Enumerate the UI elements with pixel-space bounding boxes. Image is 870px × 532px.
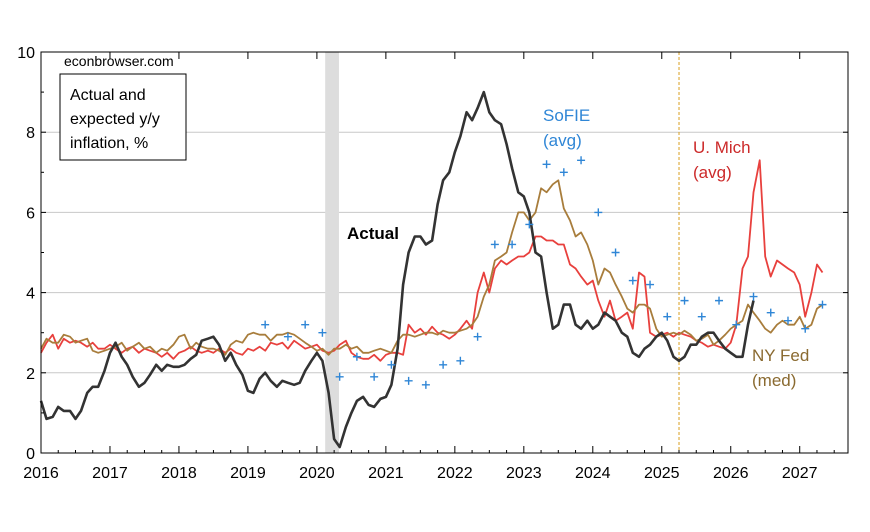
series-line-actual	[39, 90, 755, 449]
sofie-point	[508, 240, 517, 249]
legend-line-3: inflation, %	[70, 135, 148, 152]
sofie-point	[542, 160, 551, 169]
legend-line-1: Actual and	[70, 87, 146, 104]
label-nyfed-line-2: (med)	[752, 371, 796, 390]
sofie-point	[783, 316, 792, 325]
x-tick-label: 2020	[299, 465, 335, 482]
x-tick-label: 2019	[230, 465, 266, 482]
sofie-point	[663, 312, 672, 321]
x-tick-label: 2017	[92, 465, 128, 482]
sofie-point	[421, 380, 430, 389]
sofie-point	[646, 280, 655, 289]
sofie-point	[261, 320, 270, 329]
sofie-point	[715, 296, 724, 305]
x-tick-label: 2026	[713, 465, 749, 482]
x-tick-label: 2023	[506, 465, 542, 482]
sofie-point	[473, 332, 482, 341]
sofie-point	[697, 312, 706, 321]
y-tick-label: 2	[26, 366, 35, 383]
sofie-point	[628, 276, 637, 285]
x-tick-label: 2025	[644, 465, 680, 482]
sofie-point	[301, 320, 310, 329]
sofie-point	[335, 372, 344, 381]
sofie-point	[404, 376, 413, 385]
plot-frame	[40, 51, 849, 454]
x-tick-label: 2021	[368, 465, 404, 482]
x-tick-label: 2027	[782, 465, 818, 482]
sofie-point	[283, 332, 292, 341]
source-label: econbrowser.com	[64, 53, 174, 69]
x-tick-label: 2024	[575, 465, 611, 482]
legend-box: Actual and expected y/y inflation, %	[59, 73, 187, 161]
sofie-point	[577, 156, 586, 165]
sofie-point	[594, 208, 603, 217]
sofie-point	[439, 360, 448, 369]
y-tick-label: 10	[17, 45, 35, 62]
y-tick-label: 6	[26, 205, 35, 222]
label-sofie-line-1: SoFIE	[543, 106, 590, 125]
label-nyfed-line-1: NY Fed	[752, 346, 809, 365]
legend-line-2: expected y/y	[70, 111, 160, 128]
sofie-point	[732, 320, 741, 329]
sofie-point	[818, 300, 827, 309]
label-sofie-line-2: (avg)	[543, 131, 582, 150]
series-line-nyfed	[40, 179, 824, 356]
sofie-point	[387, 360, 396, 369]
recession-band	[325, 52, 339, 453]
sofie-point	[525, 220, 534, 229]
sofie-point	[801, 324, 810, 333]
sofie-point	[611, 248, 620, 257]
sofie-point	[318, 328, 327, 337]
sofie-point	[766, 308, 775, 317]
sofie-point	[352, 352, 361, 361]
sofie-point	[680, 296, 689, 305]
x-tick-label: 2016	[23, 465, 59, 482]
label-actual: Actual	[347, 224, 399, 243]
series-line-umich	[40, 159, 824, 362]
sofie-point	[370, 372, 379, 381]
sofie-point	[456, 356, 465, 365]
x-tick-label: 2022	[437, 465, 473, 482]
y-tick-label: 4	[26, 286, 35, 303]
y-tick-label: 8	[26, 125, 35, 142]
label-umich-line-2: (avg)	[693, 163, 732, 182]
y-tick-label: 0	[26, 446, 35, 463]
x-tick-label: 2018	[161, 465, 197, 482]
sofie-point	[749, 292, 758, 301]
sofie-point	[490, 240, 499, 249]
sofie-point	[559, 168, 568, 177]
legend-box-frame	[59, 73, 187, 161]
label-umich-line-1: U. Mich	[693, 138, 751, 157]
